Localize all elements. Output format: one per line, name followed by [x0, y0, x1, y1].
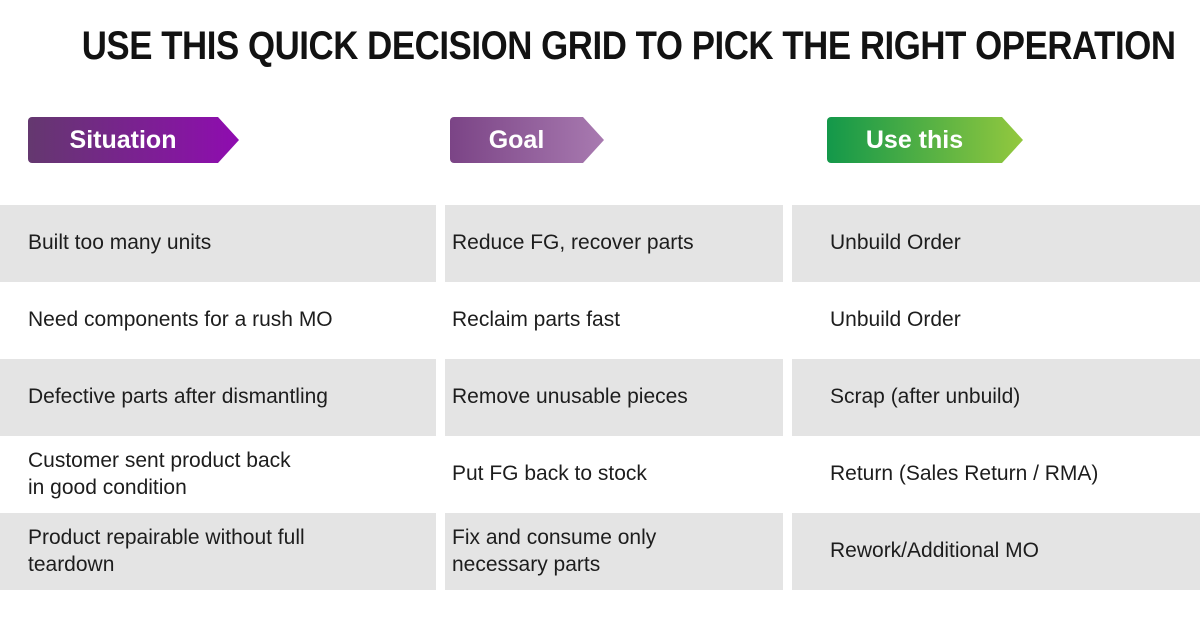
column-gap: [783, 436, 792, 513]
column-gap: [436, 436, 445, 513]
column-gap: [436, 205, 445, 282]
cell-situation: Customer sent product back in good condi…: [28, 449, 291, 499]
cell-situation: Defective parts after dismantling: [0, 359, 436, 436]
column-header-goal: Goal: [450, 117, 604, 163]
page-title: USE THIS QUICK DECISION GRID TO PICK THE…: [81, 24, 1176, 68]
column-header-goal-label: Goal: [488, 125, 545, 154]
table-row: Customer sent product back in good condi…: [0, 436, 1200, 513]
column-header-use-this-label: Use this: [865, 125, 964, 154]
title-bar: USE THIS QUICK DECISION GRID TO PICK THE…: [0, 24, 1200, 69]
cell-goal: Fix and consume only necessary parts: [445, 513, 783, 590]
column-gap: [783, 282, 792, 359]
table-row: Defective parts after dismantling Remove…: [0, 359, 1200, 436]
column-header-use-this: Use this: [827, 117, 1023, 163]
cell-goal: Put FG back to stock: [452, 462, 647, 486]
cell-goal: Reduce FG, recover parts: [445, 205, 783, 282]
cell-goal: Remove unusable pieces: [445, 359, 783, 436]
column-header-situation: Situation: [28, 117, 239, 163]
cell-situation: Product repairable without full teardown: [0, 513, 436, 590]
column-gap: [436, 282, 445, 359]
column-gap: [783, 205, 792, 282]
table-row: Need components for a rush MO Reclaim pa…: [0, 282, 1200, 359]
cell-use-this: Rework/Additional MO: [792, 513, 1200, 590]
cell-situation: Built too many units: [0, 205, 436, 282]
table-row: Built too many units Reduce FG, recover …: [0, 205, 1200, 282]
cell-use-this: Unbuild Order: [830, 308, 961, 332]
cell-use-this: Unbuild Order: [792, 205, 1200, 282]
cell-goal: Reclaim parts fast: [452, 308, 621, 332]
column-gap: [783, 513, 792, 590]
decision-grid-table: Built too many units Reduce FG, recover …: [0, 205, 1200, 590]
column-gap: [436, 359, 445, 436]
column-gap: [783, 359, 792, 436]
column-header-situation-label: Situation: [69, 125, 177, 154]
cell-use-this: Return (Sales Return / RMA): [830, 462, 1099, 486]
cell-use-this: Scrap (after unbuild): [792, 359, 1200, 436]
table-row: Product repairable without full teardown…: [0, 513, 1200, 590]
column-gap: [436, 513, 445, 590]
cell-situation: Need components for a rush MO: [28, 308, 333, 332]
